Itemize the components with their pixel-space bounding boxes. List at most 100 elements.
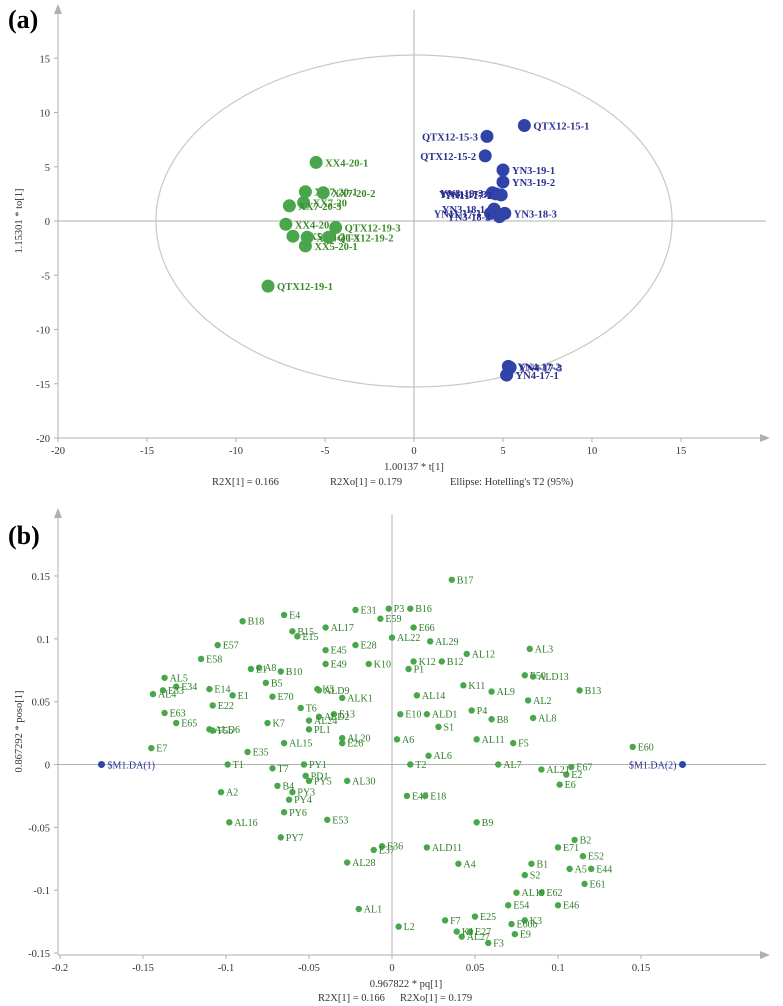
variable-label: E60b [517, 920, 538, 931]
variable-label: E9 [520, 930, 531, 941]
variable-label: K3 [530, 916, 542, 927]
variable-label: E2 [571, 770, 582, 781]
variable-label: T1 [233, 760, 244, 771]
variable-label: AL22 [397, 633, 420, 644]
point-label: YN3-18-2 [447, 213, 490, 224]
variable-point [269, 765, 276, 772]
variable-point [330, 711, 338, 718]
variable-label: E46 [563, 901, 579, 912]
variable-label: L1 [256, 664, 267, 675]
variable-label: PY1 [309, 760, 327, 771]
variable-label: E37 [379, 845, 395, 856]
variable-label: E33 [168, 686, 184, 697]
x-tick-label: 0.05 [466, 963, 484, 974]
variable-point [405, 665, 412, 673]
point-label: QTX12-19-3 [345, 224, 401, 235]
variable-label: F7 [450, 916, 461, 927]
variable-label: AL30 [352, 776, 375, 787]
variable-label: F3 [493, 938, 504, 949]
point-label: YN3-18-1 [442, 205, 485, 216]
variable-label: K7 [273, 719, 285, 730]
variable-label: K12 [419, 657, 436, 668]
x-tick-label: -0.05 [298, 963, 320, 974]
variable-label: E59 [385, 614, 401, 625]
variable-point [571, 836, 578, 844]
variable-point [563, 771, 570, 778]
point-xx4-20-2 [279, 217, 293, 231]
variable-point [529, 714, 537, 722]
point-yn4-17-1 [500, 368, 514, 382]
variable-label: E34 [181, 682, 197, 693]
variable-point [378, 842, 386, 850]
variable-point [302, 772, 309, 780]
x-tick-label: 15 [676, 446, 687, 457]
point-qtx12-15-2 [478, 149, 492, 163]
variable-point [576, 687, 583, 694]
point-xx4-20-1 [309, 155, 323, 169]
variable-label: B8 [497, 715, 509, 726]
variable-point [453, 928, 460, 935]
point-label: QTX12-19-1 [277, 282, 333, 293]
y-axis-label: 1.15301 * to[1] [14, 188, 25, 253]
variable-label: K1 [462, 927, 474, 938]
class-point [98, 761, 105, 768]
variable-point [262, 679, 270, 687]
variable-point [315, 687, 323, 694]
variable-point [455, 860, 462, 867]
variable-label: AL16 [234, 818, 257, 829]
variable-label: E36 [387, 842, 403, 853]
variable-label: E71 [563, 843, 579, 854]
point-qtx12-19-3 [329, 221, 343, 235]
y-tick-label: 0 [45, 217, 50, 228]
variable-label: K10 [374, 659, 391, 670]
class-label: $M1.DA(2) [629, 761, 677, 772]
variable-point [280, 611, 288, 619]
variable-label: E54 [513, 901, 529, 912]
class-point [679, 761, 686, 768]
variable-point [343, 777, 351, 785]
variable-point [448, 576, 455, 583]
y-tick-label: 0.05 [32, 698, 50, 709]
variable-point [568, 763, 575, 771]
variable-point [423, 844, 431, 851]
variable-label: B1 [536, 859, 548, 870]
point-label: XX4-20-1 [325, 158, 368, 169]
variable-label: E49 [331, 659, 347, 670]
variable-label: E45 [331, 646, 347, 657]
variable-point [214, 641, 221, 649]
y-tick-label: -20 [36, 434, 50, 445]
variable-point [629, 743, 636, 751]
variable-point [244, 748, 251, 756]
variable-point [521, 871, 528, 879]
variable-label: A6 [402, 735, 414, 746]
variable-label: E15 [302, 632, 318, 643]
variable-point [274, 782, 281, 790]
point-label: YN4-17-2 [517, 362, 560, 373]
variable-label: AL24 [314, 716, 337, 727]
variable-label: AL3 [535, 644, 553, 655]
variable-point [280, 739, 288, 747]
variable-point [239, 618, 246, 625]
variable-label: E26 [347, 739, 363, 750]
point-label: XX7-20-1 [314, 188, 357, 199]
variable-point [161, 709, 168, 717]
point-label: QTX12-15-3 [422, 132, 478, 143]
variable-label: B18 [248, 617, 265, 628]
annotation: Ellipse: Hotelling's T2 (95%) [450, 477, 574, 488]
variable-point [521, 917, 528, 924]
point-xx7-20-2 [316, 186, 330, 200]
point-xx5-20-1 [298, 239, 312, 253]
variable-point [393, 736, 401, 743]
variable-point [508, 920, 515, 928]
variable-point [264, 719, 271, 727]
variable-point [277, 834, 284, 841]
variable-label: B12 [447, 657, 464, 668]
variable-point [339, 739, 346, 747]
variable-point [355, 905, 362, 913]
x-tick-label: -5 [321, 446, 330, 457]
x-tick-label: -15 [140, 446, 154, 457]
variable-point [566, 865, 573, 873]
y-tick-label: -0.15 [28, 949, 50, 960]
variable-point [410, 658, 417, 665]
x-tick-label: 5 [500, 446, 505, 457]
